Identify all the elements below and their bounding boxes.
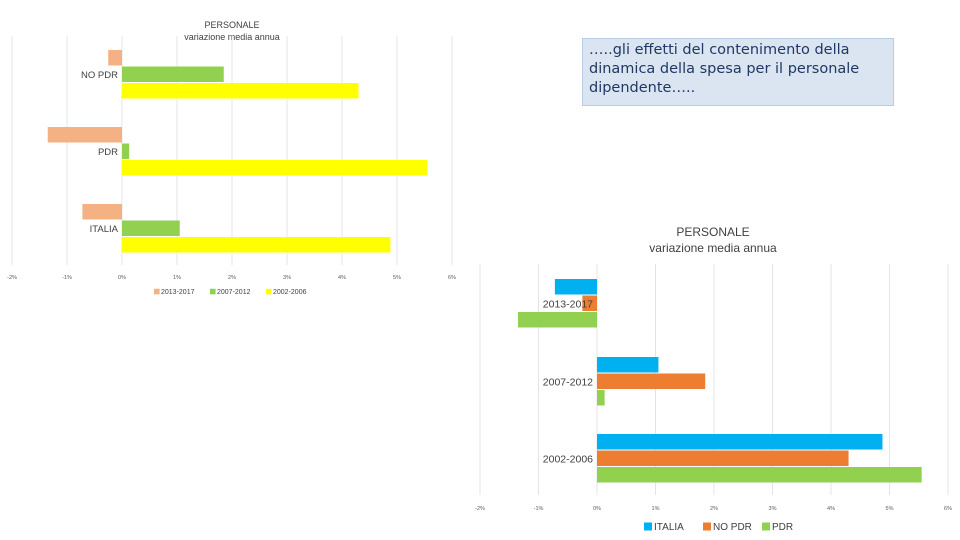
- bar-2013-2017-pdr: [518, 312, 597, 328]
- chart-bottom-legend: ITALIA NO PDR PDR: [644, 522, 793, 533]
- legend-label: NO PDR: [713, 522, 752, 533]
- x-tick-label: 5%: [393, 275, 401, 281]
- bar-2002-2006-no-pdr: [597, 450, 849, 466]
- bar-2007-2012-italia: [597, 357, 659, 373]
- legend-swatch: [210, 288, 216, 295]
- x-tick-label: 0%: [593, 506, 601, 512]
- category-label: 2007-2012: [543, 376, 593, 388]
- category-label: NO PDR: [81, 70, 118, 81]
- x-tick-label: 1%: [173, 275, 181, 281]
- chart-bottom-x-ticks: -2% -1% 0% 1% 2% 3% 4% 5% 6%: [475, 506, 952, 512]
- bar-no-pdr-2002-2006: [122, 83, 359, 99]
- chart-top: PERSONALE variazione media annua NO PDRP…: [7, 20, 456, 296]
- x-tick-label: -1%: [62, 275, 72, 281]
- x-tick-label: 5%: [886, 506, 894, 512]
- bar-2013-2017-italia: [554, 279, 597, 295]
- legend-swatch: [154, 288, 160, 295]
- x-tick-label: -2%: [7, 275, 17, 281]
- chart-bottom-title: PERSONALE: [676, 225, 749, 239]
- bar-2002-2006-pdr: [597, 467, 922, 483]
- legend-label: 2002-2006: [273, 289, 307, 296]
- legend-swatch: [644, 522, 652, 531]
- bar-no-pdr-2007-2012: [122, 66, 224, 82]
- x-tick-label: 3%: [283, 275, 291, 281]
- bar-pdr-2002-2006: [122, 160, 428, 176]
- legend-label: PDR: [772, 522, 793, 533]
- chart-top-legend: 2013-2017 2007-2012 2002-2006: [154, 288, 307, 296]
- bar-pdr-2013-2017: [47, 127, 122, 143]
- bar-pdr-2007-2012: [122, 143, 130, 159]
- x-tick-label: 4%: [827, 506, 835, 512]
- x-tick-label: 2%: [228, 275, 236, 281]
- bar-no-pdr-2013-2017: [108, 50, 122, 66]
- legend-swatch: [703, 522, 711, 531]
- x-tick-label: 1%: [652, 506, 660, 512]
- bar-2013-2017-no-pdr: [582, 295, 597, 311]
- quote-text: …..gli effetti del contenimento della di…: [589, 42, 860, 96]
- x-tick-label: -1%: [534, 506, 544, 512]
- bar-italia-2013-2017: [82, 204, 122, 220]
- chart-bottom-subtitle: variazione media annua: [649, 241, 777, 255]
- legend-swatch: [762, 522, 770, 531]
- x-tick-label: 3%: [769, 506, 777, 512]
- legend-label: 2007-2012: [217, 289, 251, 296]
- category-label: ITALIA: [90, 224, 119, 235]
- bar-italia-2002-2006: [122, 237, 391, 253]
- x-tick-label: 0%: [118, 275, 126, 281]
- chart-bottom-bars: [518, 279, 922, 483]
- category-label: 2013-2017: [543, 298, 593, 310]
- category-label: 2002-2006: [543, 453, 593, 465]
- x-tick-label: 4%: [338, 275, 346, 281]
- legend-label: 2013-2017: [161, 289, 195, 296]
- x-tick-label: -2%: [475, 506, 485, 512]
- bar-2002-2006-italia: [597, 434, 883, 450]
- bar-2007-2012-pdr: [597, 390, 605, 406]
- x-tick-label: 6%: [944, 506, 952, 512]
- legend-label: ITALIA: [654, 522, 684, 533]
- x-tick-label: 6%: [448, 275, 456, 281]
- chart-bottom-category-labels: 2013-2017 2007-2012 2002-2006: [543, 298, 593, 465]
- category-label: PDR: [98, 147, 118, 158]
- bar-italia-2007-2012: [122, 220, 180, 236]
- legend-swatch: [266, 288, 272, 295]
- chart-bottom: PERSONALE variazione media annua 2013-20…: [475, 225, 952, 533]
- chart-top-x-ticks: -2% -1% 0% 1% 2% 3% 4% 5% 6%: [7, 275, 456, 281]
- chart-top-bars: [47, 50, 428, 253]
- quote-box: …..gli effetti del contenimento della di…: [582, 38, 894, 106]
- chart-top-gridlines: [11, 36, 453, 265]
- chart-top-title: PERSONALE: [204, 20, 259, 30]
- chart-top-category-labels: NO PDR PDR ITALIA: [81, 70, 119, 235]
- bar-2007-2012-no-pdr: [597, 373, 706, 389]
- x-tick-label: 2%: [710, 506, 718, 512]
